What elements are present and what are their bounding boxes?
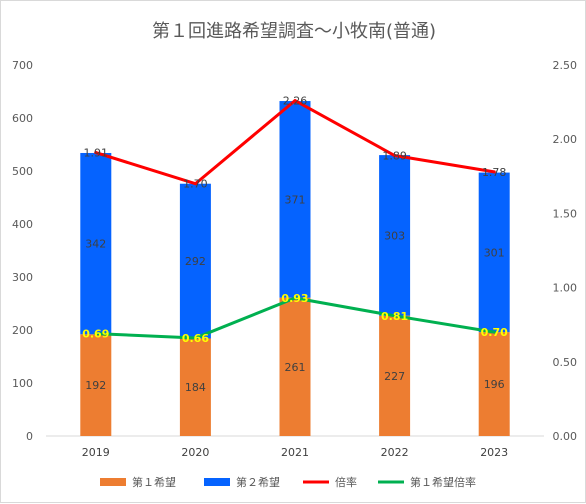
bar-first-choice	[279, 297, 311, 436]
data-label-first-choice-ratio: 0.81	[381, 310, 408, 323]
data-label-ratio: 1.70	[183, 178, 208, 191]
bars	[80, 101, 510, 436]
chart-title: 第１回進路希望調査～小牧南(普通)	[152, 21, 436, 42]
x-tick-label: 2019	[82, 446, 110, 459]
y-left-tick-label: 700	[12, 59, 33, 72]
data-label-second-choice: 371	[285, 193, 306, 206]
bar-second-choice	[379, 155, 411, 316]
bar-first-choice	[80, 334, 112, 436]
data-label-second-choice: 301	[484, 246, 505, 259]
data-label-second-choice: 292	[185, 255, 206, 268]
data-label-ratio: 1.91	[84, 147, 109, 160]
point-first-choice-ratio	[492, 330, 496, 334]
point-ratio	[94, 151, 98, 155]
data-label-second-choice: 303	[384, 229, 405, 242]
y-right-tick-label: 0.50	[553, 356, 578, 369]
point-ratio	[293, 99, 297, 103]
point-ratio	[193, 182, 197, 186]
x-tick-label: 2023	[480, 446, 508, 459]
y-right-tick-label: 2.50	[553, 59, 578, 72]
legend-first-choice-label: 第１希望	[132, 475, 176, 489]
point-ratio	[492, 170, 496, 174]
y-left-tick-label: 0	[26, 430, 33, 443]
legend-second-choice-swatch	[204, 478, 230, 486]
data-label-first-choice-ratio: 0.69	[82, 328, 109, 341]
legend-first-choice-ratio-label: 第１希望倍率	[410, 475, 476, 489]
bar-first-choice	[379, 315, 411, 436]
legend-ratio-label: 倍率	[335, 475, 357, 489]
point-first-choice-ratio	[293, 296, 297, 300]
y-left-tick-label: 300	[12, 271, 33, 284]
data-label-second-choice: 342	[85, 238, 106, 251]
x-tick-label: 2022	[381, 446, 409, 459]
y-left-tick-label: 500	[12, 165, 33, 178]
y-right-tick-label: 0.00	[553, 430, 578, 443]
bar-second-choice	[279, 101, 311, 298]
data-label-first-choice: 184	[185, 381, 206, 394]
data-label-first-choice-ratio: 0.70	[481, 326, 508, 339]
data-label-first-choice: 196	[484, 378, 505, 391]
bar-first-choice	[478, 332, 510, 436]
data-label-first-choice-ratio: 0.93	[281, 292, 308, 305]
y-right-tick-label: 2.00	[553, 133, 578, 146]
legend-second-choice-label: 第２希望	[236, 475, 280, 489]
data-label-first-choice: 227	[384, 370, 405, 383]
data-labels: 192 342 184 292 261 371 227 303 196 301 1.91 1.70 2.…	[82, 95, 508, 395]
data-label-ratio: 2.26	[283, 95, 308, 108]
data-label-first-choice: 261	[285, 361, 306, 374]
data-label-ratio: 1.78	[482, 166, 507, 179]
point-ratio	[393, 154, 397, 158]
bar-second-choice	[478, 172, 510, 333]
y-right-tick-label: 1.00	[553, 282, 578, 295]
axes: 0 100 200 300 400 500 600 700 0.00 0.50 1.00 1.50 2.…	[12, 59, 577, 459]
x-tick-label: 2021	[281, 446, 309, 459]
y-left-tick-label: 600	[12, 112, 33, 125]
legend: 第１希望 第２希望 倍率 第１希望倍率	[100, 475, 476, 489]
legend-first-choice-swatch	[100, 478, 126, 486]
point-first-choice-ratio	[393, 314, 397, 318]
bar-first-choice	[179, 338, 211, 436]
x-tick-label: 2020	[181, 446, 209, 459]
y-left-tick-label: 200	[12, 324, 33, 337]
y-left-tick-label: 400	[12, 218, 33, 231]
lines	[94, 99, 496, 340]
y-right-tick-label: 1.50	[553, 207, 578, 220]
bar-second-choice	[80, 152, 112, 335]
point-first-choice-ratio	[193, 336, 197, 340]
y-left-tick-label: 100	[12, 377, 33, 390]
bar-second-choice	[179, 183, 211, 339]
data-label-ratio: 1.89	[382, 150, 407, 163]
point-first-choice-ratio	[94, 332, 98, 336]
data-label-first-choice: 192	[85, 379, 106, 392]
data-label-first-choice-ratio: 0.66	[182, 332, 209, 345]
